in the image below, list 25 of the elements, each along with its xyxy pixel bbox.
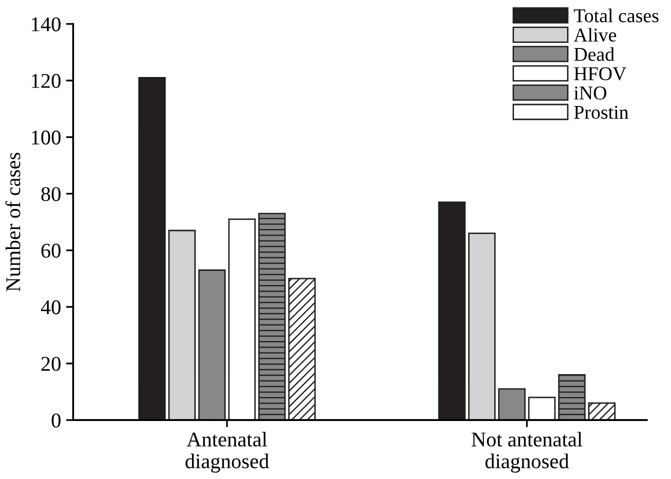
bar <box>498 388 526 420</box>
legend-label: HFOV <box>574 67 626 80</box>
bar <box>138 77 166 420</box>
bar <box>228 218 256 420</box>
y-axis-title: Number of cases <box>5 152 20 292</box>
legend-label: Dead <box>574 47 614 61</box>
y-tick-label: 20 <box>41 356 61 371</box>
y-tick-label: 0 <box>52 413 61 428</box>
bar <box>168 230 196 420</box>
y-tick-label: 100 <box>32 130 61 145</box>
y-tick-label: 40 <box>40 300 61 314</box>
legend-label: iNO <box>574 86 606 100</box>
legend-label: Alive <box>574 28 616 42</box>
bar <box>468 232 496 420</box>
bar <box>438 202 466 420</box>
y-tick-label: 140 <box>32 17 61 32</box>
bar <box>528 396 556 420</box>
bar <box>198 269 226 420</box>
x-tick-label: Antenatal diagnosed <box>186 432 269 473</box>
legend-label: Prostin <box>574 106 628 119</box>
legend-label: Total cases <box>574 8 658 22</box>
y-tick-label: 120 <box>32 74 61 88</box>
x-tick-label: Not antenatal diagnosed <box>472 432 582 473</box>
y-tick-label: 80 <box>41 187 61 202</box>
y-tick-label: 60 <box>41 244 61 258</box>
